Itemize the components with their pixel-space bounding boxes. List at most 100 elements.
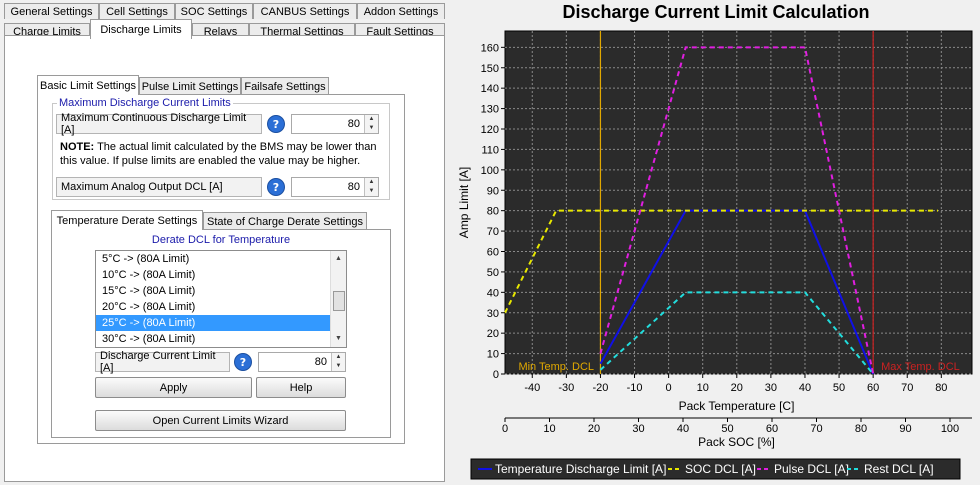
y-tick-label: 150 [481, 63, 499, 75]
temperature-markers: Min Temp. DCL Max Temp. DCL [518, 31, 960, 374]
help-icon[interactable]: ? [234, 353, 252, 371]
chart-legend: Temperature Discharge Limit [A] SOC DCL [… [470, 458, 961, 480]
stepper-down-icon[interactable]: ▼ [364, 124, 378, 133]
x-tick-label: 20 [731, 382, 743, 394]
y-tick-label: 40 [487, 287, 499, 299]
max-analog-output-dcl-stepper[interactable]: ▲ ▼ [291, 177, 379, 197]
y-tick-label: 120 [481, 124, 499, 136]
x-tick-label: 50 [833, 382, 845, 394]
y-tick-label: 140 [481, 83, 499, 95]
x-tick-label: -30 [558, 382, 574, 394]
scroll-down-icon[interactable]: ▼ [335, 335, 342, 342]
tab-soc-derate[interactable]: State of Charge Derate Settings [203, 212, 367, 230]
legend-label: Pulse DCL [A] [774, 462, 849, 476]
tab-canbus-settings[interactable]: CANBUS Settings [253, 3, 357, 19]
tab-discharge-limits[interactable]: Discharge Limits [90, 19, 192, 39]
tab-soc-settings[interactable]: SOC Settings [175, 3, 253, 19]
top-tab-row-1: General Settings Cell Settings SOC Setti… [4, 3, 445, 19]
soc-tick-label: 60 [766, 423, 778, 435]
marker-label: Max Temp. DCL [881, 361, 960, 373]
stepper-up-icon[interactable]: ▲ [364, 115, 378, 124]
y-tick-label: 110 [481, 144, 499, 156]
tab-pulse-limit-settings[interactable]: Pulse Limit Settings [139, 77, 241, 95]
max-analog-output-dcl-input[interactable] [292, 178, 364, 196]
chart-title: Discharge Current Limit Calculation [562, 2, 870, 22]
x-tick-label: 40 [799, 382, 811, 394]
scroll-thumb[interactable] [333, 291, 345, 311]
derate-list-item[interactable]: 5°C -> (80A Limit) [102, 253, 190, 265]
soc-tick-label: 40 [677, 423, 689, 435]
y-tick-label: 70 [487, 226, 499, 238]
soc-tick-label: 50 [721, 423, 733, 435]
discharge-current-limit-input[interactable] [259, 353, 331, 371]
series-line [599, 209, 875, 375]
soc-tick-label: 30 [632, 423, 644, 435]
plot-area [504, 30, 973, 375]
sub-tab-row: Basic Limit Settings Pulse Limit Setting… [37, 75, 329, 95]
tab-basic-limit-settings[interactable]: Basic Limit Settings [37, 75, 139, 95]
derate-list-item[interactable]: 10°C -> (80A Limit) [102, 269, 196, 281]
x-tick-label: -20 [592, 382, 608, 394]
soc-tick-label: 100 [941, 423, 959, 435]
derate-list-item[interactable]: 30°C -> (80A Limit) [102, 333, 196, 345]
soc-tick-label: 10 [543, 423, 555, 435]
soc-tick-label: 80 [855, 423, 867, 435]
y-tick-label: 100 [481, 165, 499, 177]
discharge-limit-note: NOTE: The actual limit calculated by the… [60, 141, 377, 167]
marker-label: Min Temp. DCL [518, 361, 594, 373]
soc-tick-label: 90 [899, 423, 911, 435]
stepper-up-icon[interactable]: ▲ [364, 178, 378, 187]
y-tick-label: 160 [481, 42, 499, 54]
chart-series [504, 46, 938, 375]
y-tick-label: 10 [487, 349, 499, 361]
stepper-up-icon[interactable]: ▲ [331, 353, 345, 362]
help-icon[interactable]: ? [267, 115, 285, 133]
stepper-down-icon[interactable]: ▼ [364, 187, 378, 196]
stepper-down-icon[interactable]: ▼ [331, 362, 345, 371]
temperature-derate-list[interactable]: 5°C -> (80A Limit) 10°C -> (80A Limit) 15°… [95, 250, 347, 348]
tab-cell-settings[interactable]: Cell Settings [99, 3, 175, 19]
discharge-current-limit-stepper[interactable]: ▲ ▼ [258, 352, 346, 372]
chart-axes: -40 -30 -20 -10 0 10 20 30 40 50 60 70 80 0 10 20 30 40 50… [481, 42, 972, 435]
derate-tab-row: Temperature Derate Settings State of Cha… [51, 210, 367, 230]
list-scrollbar[interactable]: ▲ ▼ [330, 251, 346, 347]
x-tick-label: 70 [901, 382, 913, 394]
y-tick-label: 130 [481, 104, 499, 116]
max-continuous-discharge-label: Maximum Continuous Discharge Limit [A] [56, 112, 262, 136]
legend-label: SOC DCL [A] [685, 462, 756, 476]
soc-tick-label: 20 [588, 423, 600, 435]
scroll-up-icon[interactable]: ▲ [335, 255, 342, 262]
open-current-limits-wizard-button[interactable]: Open Current Limits Wizard [95, 410, 346, 431]
legend-label: Temperature Discharge Limit [A] [495, 462, 666, 476]
tab-general-settings[interactable]: General Settings [4, 3, 99, 19]
soc-tick-label: 70 [810, 423, 822, 435]
x-tick-label: 0 [666, 382, 672, 394]
tab-failsafe-settings[interactable]: Failsafe Settings [241, 77, 329, 95]
apply-button[interactable]: Apply [95, 377, 252, 398]
help-icon[interactable]: ? [267, 178, 285, 196]
x-tick-label: 30 [765, 382, 777, 394]
y-tick-label: 80 [487, 206, 499, 218]
derate-list-item[interactable]: 20°C -> (80A Limit) [102, 301, 196, 313]
series-line [599, 291, 874, 375]
y-tick-label: 20 [487, 328, 499, 340]
max-continuous-discharge-input[interactable] [292, 115, 364, 133]
derate-title: Derate DCL for Temperature [151, 234, 291, 246]
x-tick-label: -40 [524, 382, 540, 394]
derate-list-item[interactable]: 25°C -> (80A Limit) [96, 315, 346, 331]
soc-axis-label: Pack SOC [%] [698, 435, 775, 449]
y-tick-label: 30 [487, 308, 499, 320]
derate-list-item[interactable]: 15°C -> (80A Limit) [102, 285, 196, 297]
x-axis-label: Pack Temperature [C] [679, 399, 795, 413]
chart-grid [505, 31, 972, 375]
x-tick-label: -10 [627, 382, 643, 394]
y-tick-label: 60 [487, 247, 499, 259]
help-button[interactable]: Help [256, 377, 346, 398]
tab-temperature-derate[interactable]: Temperature Derate Settings [51, 210, 203, 230]
x-tick-label: 10 [697, 382, 709, 394]
series-line [504, 209, 938, 314]
max-analog-output-dcl-label: Maximum Analog Output DCL [A] [56, 177, 262, 197]
tab-addon-settings[interactable]: Addon Settings [357, 3, 445, 19]
max-continuous-discharge-stepper[interactable]: ▲ ▼ [291, 114, 379, 134]
legend-box [470, 458, 961, 480]
